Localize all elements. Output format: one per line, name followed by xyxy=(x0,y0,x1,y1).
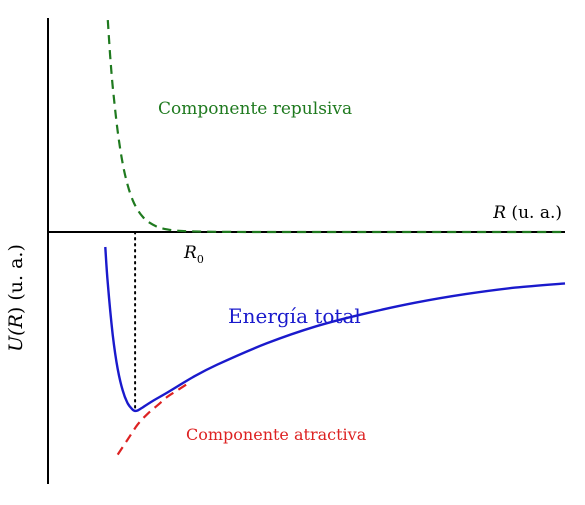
y-axis-suffix: ) (u. a.) xyxy=(5,244,27,314)
label-componente-atractiva: Componente atractiva xyxy=(186,425,367,444)
series-group xyxy=(104,20,566,456)
label-energia-total: Energía total xyxy=(228,304,361,328)
y-axis-label: U(R) (u. a.) xyxy=(5,244,27,352)
series-line-1 xyxy=(104,246,566,413)
r0-label-base: R xyxy=(183,243,197,263)
r0-label-sub: 0 xyxy=(197,253,204,266)
label-componente-repulsiva: Componente repulsiva xyxy=(158,99,352,119)
x-axis-unit: (u. a.) xyxy=(506,203,562,223)
x-axis-label: R (u. a.) xyxy=(492,203,562,223)
y-axis-var: R xyxy=(5,314,27,329)
series-line-2 xyxy=(116,382,188,456)
y-axis-prefix: U( xyxy=(5,328,27,352)
series-line-0 xyxy=(106,20,565,234)
x-axis-var: R xyxy=(492,203,506,223)
r0-label: R0 xyxy=(183,243,204,266)
